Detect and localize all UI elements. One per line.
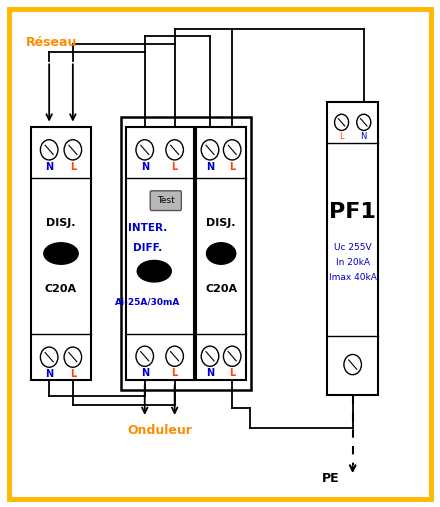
Bar [327,102,378,395]
Text: DISJ.: DISJ. [46,218,76,228]
Text: Onduleur: Onduleur [127,424,192,437]
Text: PF1: PF1 [329,202,376,222]
Text: N: N [45,162,53,172]
Text: Ai-25A/30mA: Ai-25A/30mA [115,297,180,306]
Text: N: N [141,369,149,378]
Text: N: N [206,162,214,172]
Ellipse shape [206,243,236,264]
Text: C20A: C20A [45,284,77,294]
Text: L: L [229,369,235,378]
Text: N: N [45,369,53,379]
Text: Uc 255V: Uc 255V [334,243,371,252]
Bar [196,127,246,380]
Text: L: L [172,369,178,378]
Text: Imax 40kA: Imax 40kA [329,273,377,282]
Ellipse shape [44,243,78,264]
Text: C20A: C20A [205,284,237,294]
Text: L: L [229,162,235,172]
Text: In 20kA: In 20kA [336,258,370,267]
Bar [126,127,194,380]
Text: PE: PE [322,472,340,485]
Text: L: L [172,162,178,172]
Text: INTER.: INTER. [128,223,167,233]
Text: Test: Test [157,196,175,205]
Text: N: N [141,162,149,172]
Text: L: L [339,132,344,141]
FancyBboxPatch shape [150,191,181,210]
Text: DISJ.: DISJ. [206,218,236,228]
Bar [121,117,251,390]
Text: N: N [361,132,367,141]
Ellipse shape [137,261,171,282]
Text: L: L [70,162,76,172]
Text: DIFF.: DIFF. [133,243,162,254]
Text: N: N [206,369,214,378]
Bar [31,127,91,380]
Text: Réseau: Réseau [26,35,77,49]
Text: L: L [70,369,76,379]
